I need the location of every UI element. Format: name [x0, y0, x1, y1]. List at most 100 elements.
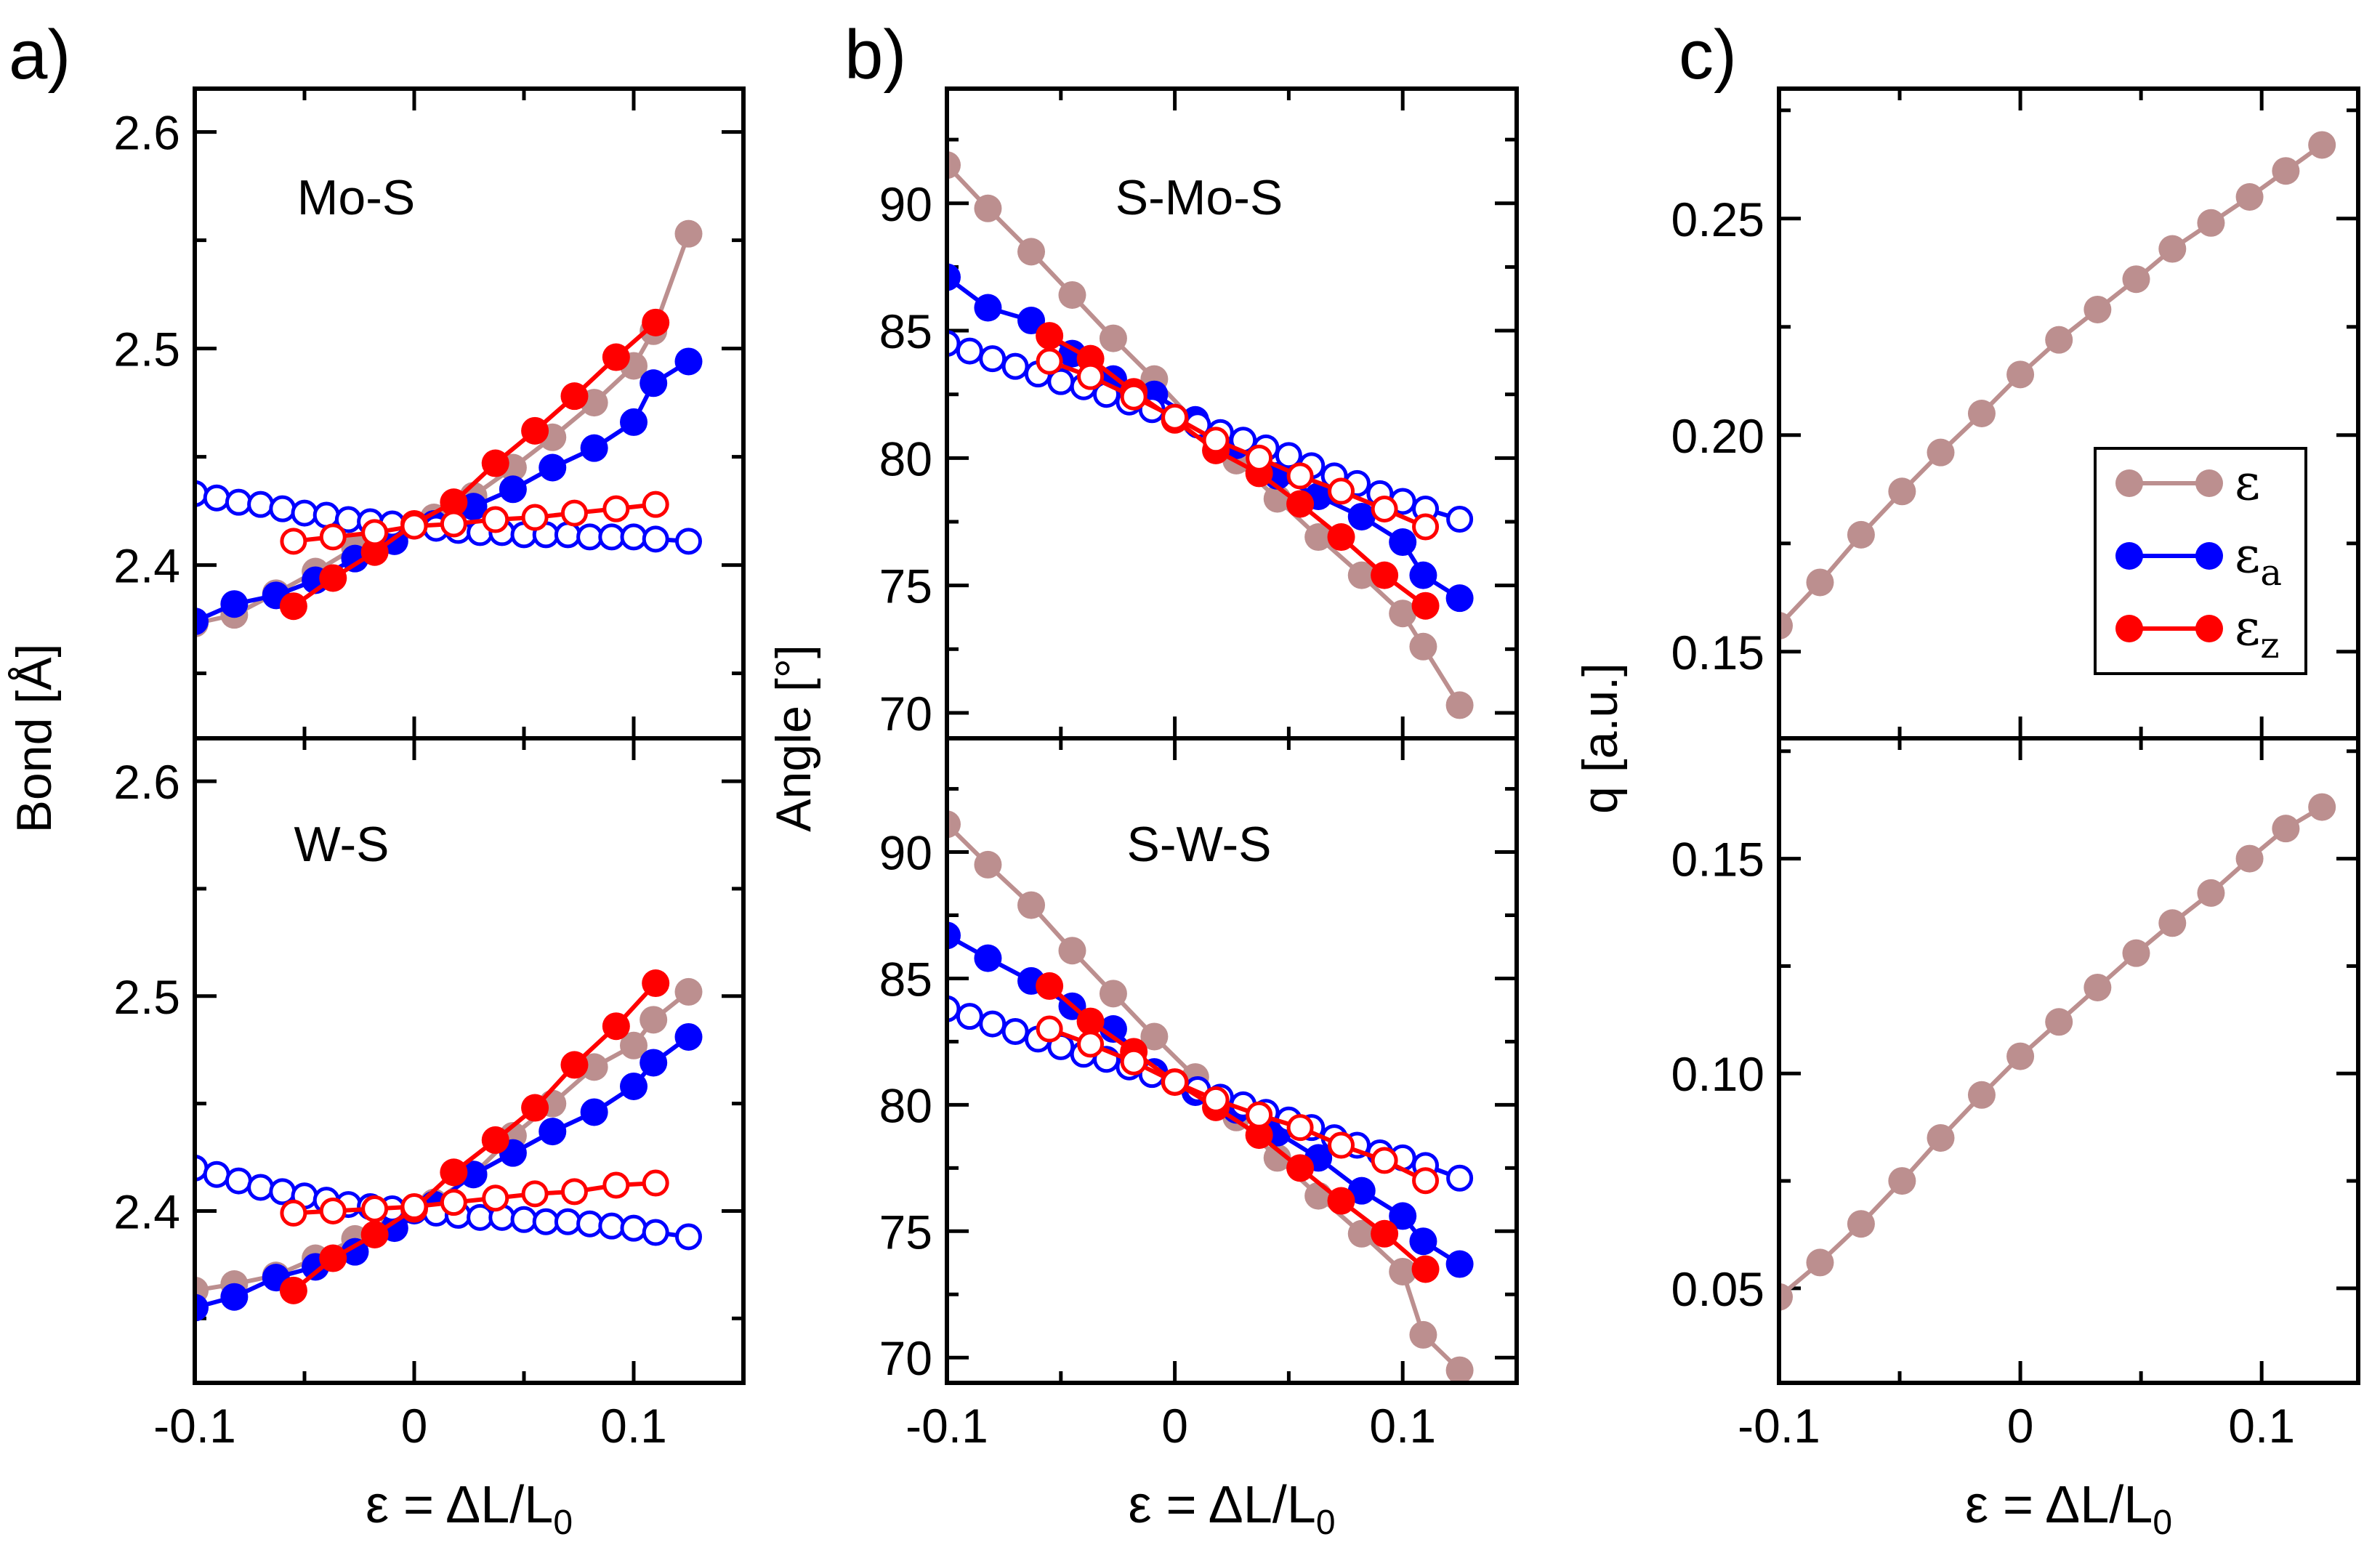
- data-point: [1409, 1227, 1437, 1256]
- data-point-open: [532, 1208, 560, 1235]
- legend-label-base: ε: [2235, 527, 2260, 584]
- data-point: [2197, 879, 2225, 907]
- data-point: [1140, 1022, 1169, 1051]
- data-point-open: [440, 510, 467, 538]
- data-point: [1411, 1255, 1440, 1283]
- data-point: [360, 1220, 389, 1248]
- data-point: [2045, 326, 2073, 354]
- y-axis-label: Bond [Å]: [7, 644, 62, 833]
- legend-label: ε: [2235, 454, 2260, 512]
- data-point: [319, 564, 347, 592]
- y-tick-label: 0.10: [1671, 1047, 1764, 1101]
- data-point: [974, 194, 1002, 222]
- data-point: [1076, 1007, 1105, 1036]
- legend-marker: [2115, 542, 2143, 570]
- data-point: [2083, 295, 2112, 323]
- data-point: [1036, 972, 1064, 1000]
- data-point: [560, 1051, 589, 1079]
- x-axis-label: ε = ΔL/L0: [1965, 1476, 2172, 1542]
- data-point-open: [400, 512, 428, 540]
- subplot-bottom: 70 75 80 85 90 S-W-S: [879, 736, 1519, 1385]
- data-point: [2235, 183, 2264, 211]
- series-ε: [1779, 131, 2336, 640]
- data-point: [1847, 1210, 1875, 1238]
- series-line: [1048, 984, 1427, 1271]
- data-point: [1779, 1283, 1793, 1311]
- data-point: [602, 1012, 630, 1041]
- data-point: [1411, 592, 1440, 620]
- data-point: [947, 810, 961, 839]
- y-tick-label: 2.6: [113, 755, 180, 809]
- data-point: [1888, 477, 1916, 506]
- data-point-open: [1246, 1101, 1273, 1129]
- data-point-open: [269, 495, 297, 522]
- axes-frame: [945, 736, 1519, 1385]
- panel-a: a) 2.4 2.5 2.6 Mo-S 2.4 2.5 2.6 W-S -0.1 0 0.1 ε = Δ…: [7, 16, 746, 1542]
- series-line: [1049, 359, 1427, 529]
- y-tick-label: 2.5: [113, 970, 180, 1024]
- data-point-open: [1001, 1017, 1029, 1045]
- data-point: [360, 538, 389, 566]
- data-point: [560, 382, 589, 411]
- data-point: [2158, 909, 2187, 937]
- data-point-open: [1001, 352, 1029, 380]
- data-point: [2235, 844, 2264, 873]
- data-point: [220, 1283, 249, 1311]
- x-axis-label-sub: 0: [1316, 1503, 1336, 1542]
- data-point-open: [1275, 442, 1302, 469]
- data-point: [319, 1244, 347, 1272]
- y-tick-label: 0.25: [1671, 193, 1764, 246]
- data-point-open: [225, 1167, 252, 1195]
- series-ε_z-perpendicular: [1036, 347, 1440, 541]
- series-ε_a-perpendicular: [195, 1154, 702, 1251]
- data-point: [974, 944, 1002, 972]
- data-point-open: [1077, 363, 1105, 390]
- x-tick-label: 0.1: [600, 1399, 667, 1453]
- legend-label-base: ε: [2235, 600, 2260, 657]
- panel-c: c) 0.15 0.20 0.25 0.05 0.10 0.15 -0.1 0 0.1 ε = ΔL…: [1573, 16, 2360, 1542]
- series-ε_z: [279, 308, 670, 621]
- panel-label: b): [844, 16, 906, 94]
- subplot-title: W-S: [294, 817, 390, 872]
- data-point-open: [1077, 1030, 1105, 1058]
- data-point: [642, 308, 670, 336]
- data-point: [947, 151, 961, 179]
- series-ε_z-perpendicular: [280, 491, 669, 555]
- data-point: [640, 1006, 668, 1034]
- axes-frame: [193, 736, 746, 1385]
- series-ε: [1779, 793, 2336, 1311]
- data-point-open: [642, 1169, 669, 1197]
- data-point-open: [620, 523, 648, 551]
- data-point: [1347, 502, 1376, 530]
- data-point-open: [1328, 477, 1355, 505]
- data-point: [1371, 561, 1399, 589]
- data-point: [1327, 523, 1355, 552]
- data-point-open: [956, 337, 983, 365]
- data-point: [620, 1072, 648, 1100]
- data-point: [947, 263, 961, 291]
- subplot-bottom: 0.05 0.10 0.15: [1671, 736, 2360, 1385]
- data-point-open: [602, 495, 630, 522]
- data-point-open: [675, 528, 702, 555]
- y-tick-label: 0.15: [1671, 626, 1764, 679]
- data-point-open: [642, 525, 669, 553]
- data-point-open: [361, 1195, 389, 1223]
- data-point: [602, 343, 630, 371]
- y-tick-label: 0.20: [1671, 409, 1764, 463]
- data-point: [2272, 157, 2300, 185]
- legend-marker: [2115, 615, 2143, 642]
- data-point: [1036, 322, 1064, 350]
- data-point-open: [319, 523, 347, 551]
- data-point-open: [642, 1219, 669, 1246]
- data-point-open: [1328, 1131, 1355, 1159]
- data-point: [1099, 1015, 1127, 1044]
- data-point: [1967, 1081, 1996, 1109]
- x-tick-label: -0.1: [1738, 1399, 1820, 1453]
- data-point-open: [598, 1212, 626, 1240]
- data-point: [2122, 939, 2150, 967]
- y-tick-label: 70: [879, 1331, 932, 1385]
- data-point: [674, 977, 703, 1006]
- data-point: [220, 590, 249, 618]
- data-point: [1347, 561, 1376, 589]
- x-tick-label: 0: [1161, 1399, 1188, 1453]
